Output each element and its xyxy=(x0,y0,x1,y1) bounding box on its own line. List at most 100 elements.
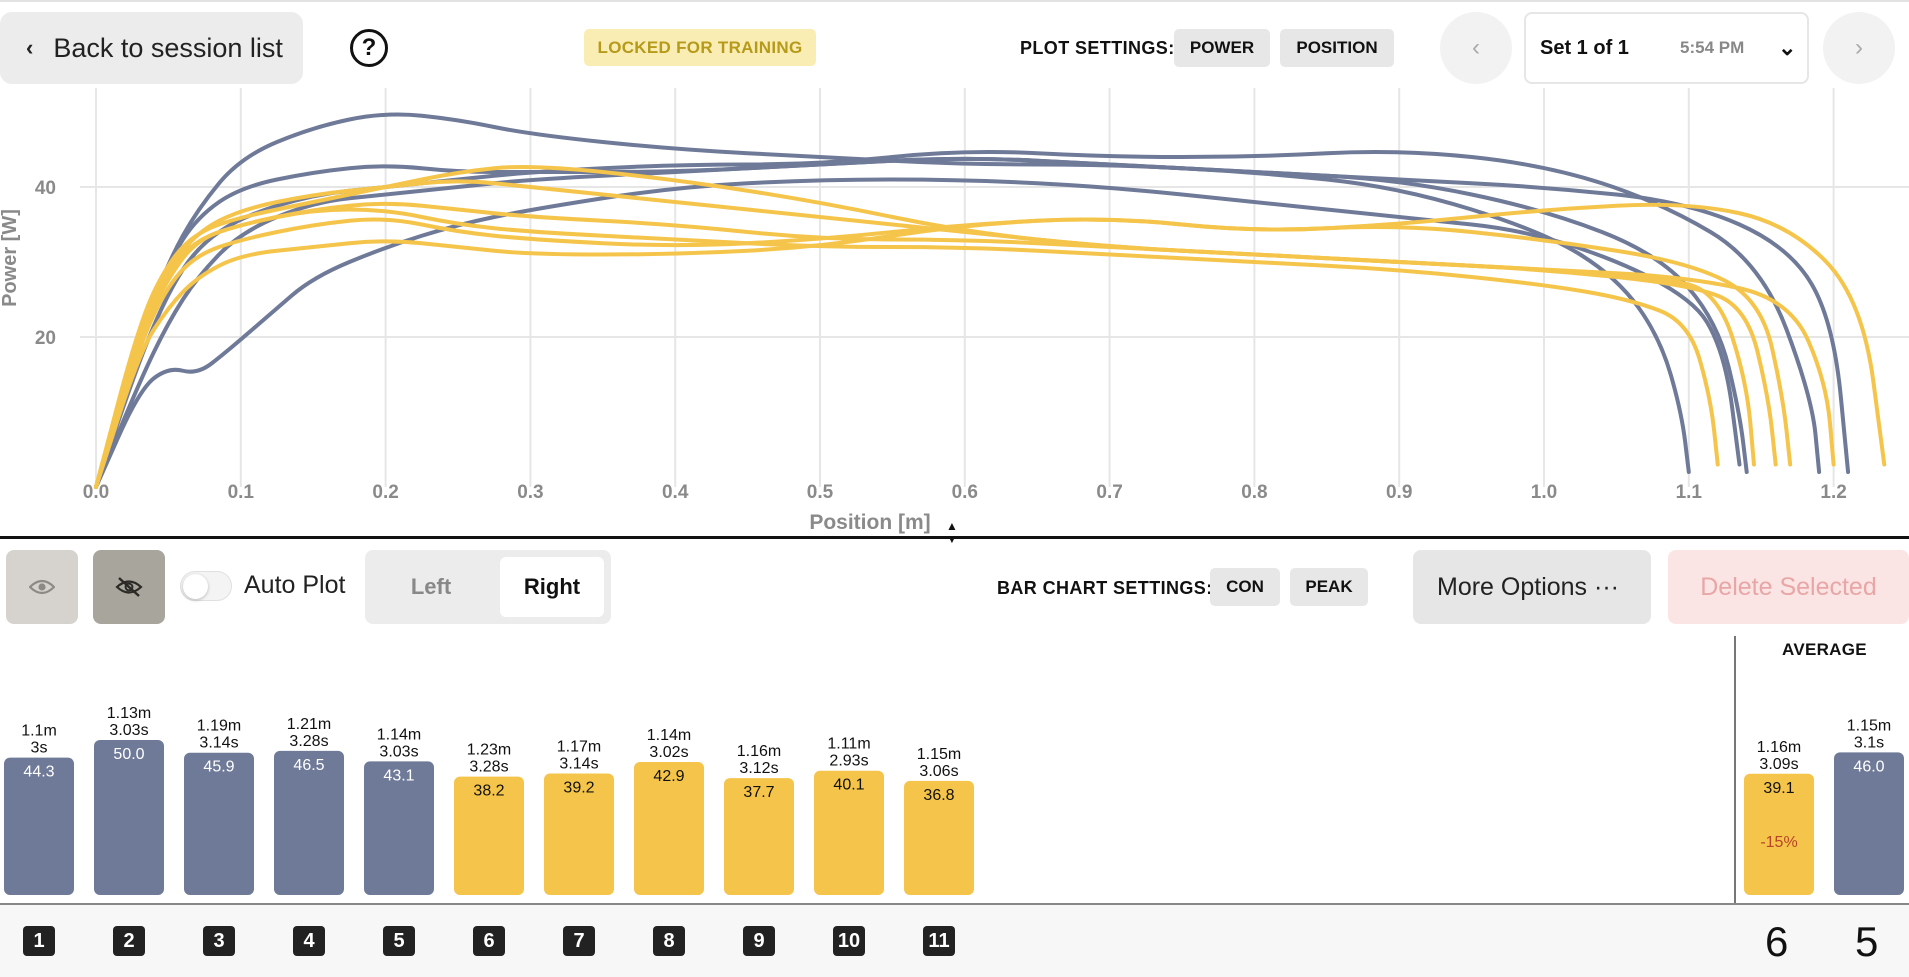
rep-1-bar[interactable] xyxy=(4,757,74,895)
rep-5-bar[interactable] xyxy=(364,761,434,895)
rep-number-badge-1[interactable]: 1 xyxy=(23,926,55,956)
rep-11-distance-label: 1.15m xyxy=(917,746,961,763)
chevron-left-icon: ‹ xyxy=(26,35,34,60)
hide-reps-button[interactable] xyxy=(93,550,165,624)
chevron-left-icon: ‹ xyxy=(1472,34,1480,61)
side-left-option[interactable]: Left xyxy=(410,574,452,599)
rep-number-badge-7[interactable]: 7 xyxy=(563,926,595,956)
average-right-count: 6 xyxy=(1765,918,1789,965)
power-series-line-8[interactable] xyxy=(94,201,1778,489)
x-tick-label: 1.1 xyxy=(1676,482,1703,503)
set-selector-dropdown[interactable]: Set 1 of 1 5:54 PM ⌄ xyxy=(1524,12,1809,84)
x-tick-label: 0.5 xyxy=(807,482,834,503)
rep-9-bar[interactable] xyxy=(724,778,794,895)
rep-2-bar[interactable] xyxy=(94,740,164,895)
bar-chart-settings-label: BAR CHART SETTINGS: xyxy=(997,578,1213,598)
rep-number-badge-6[interactable]: 6 xyxy=(473,926,505,956)
rep-8-bar[interactable] xyxy=(634,762,704,895)
power-series-line-9[interactable] xyxy=(94,217,1793,489)
x-tick-label: 0.8 xyxy=(1241,482,1267,503)
x-tick-label: 1.2 xyxy=(1820,482,1846,503)
rep-bar-chart: 1.1m3s44.31.13m3.03s50.01.19m3.14s45.91.… xyxy=(4,705,1904,895)
rep-2-time-label: 3.03s xyxy=(109,722,148,739)
show-reps-button[interactable] xyxy=(6,550,78,624)
position-plot-chip[interactable]: POSITION xyxy=(1280,29,1394,67)
rep-number-badge-11[interactable]: 11 xyxy=(923,926,955,956)
rep-number-badge-9[interactable]: 9 xyxy=(743,926,775,956)
toggle-knob xyxy=(183,574,208,599)
average-right-diff-label: -15% xyxy=(1760,834,1797,851)
next-set-button[interactable]: › xyxy=(1823,12,1895,84)
average-left-bar[interactable] xyxy=(1834,752,1904,895)
rep-3-bar[interactable] xyxy=(184,752,254,895)
set-label: Set 1 of 1 xyxy=(1540,36,1629,59)
rep-11-value-label: 36.8 xyxy=(923,787,954,804)
rep-number-badge-3[interactable]: 3 xyxy=(203,926,235,956)
power-series-line-5[interactable] xyxy=(94,177,1742,489)
power-position-line-chart[interactable]: 0.0 0.1 0.2 0.3 0.4 0.5 0.6 0.7 0.8 0.9 1.0 1.1 1.2 2… xyxy=(0,88,1909,538)
rep-2-value-label: 50.0 xyxy=(113,746,144,763)
side-segmented-control: Left Right xyxy=(365,550,611,624)
rep-1-value-label: 44.3 xyxy=(23,764,54,781)
rep-4-bar[interactable] xyxy=(274,750,344,895)
power-series-line-4[interactable] xyxy=(94,156,1851,489)
average-right-time-label: 3.09s xyxy=(1759,756,1798,773)
rep-number-badge-10[interactable]: 10 xyxy=(833,926,865,956)
rep-7-distance-label: 1.17m xyxy=(557,738,601,755)
rep-number-badge-5[interactable]: 5 xyxy=(383,926,415,956)
rep-6-bar[interactable] xyxy=(454,776,524,895)
locked-status-badge: LOCKED FOR TRAINING xyxy=(584,29,816,66)
rep-4-distance-label: 1.21m xyxy=(287,716,331,733)
rep-10-bar[interactable] xyxy=(814,770,884,895)
rep-6-time-label: 3.28s xyxy=(469,759,508,776)
average-left-distance-label: 1.15m xyxy=(1847,717,1891,734)
power-series-line-6[interactable] xyxy=(94,207,1720,489)
y-tick-label: 20 xyxy=(35,328,56,349)
rep-7-bar[interactable] xyxy=(544,773,614,895)
power-series-line-3[interactable] xyxy=(94,150,1822,489)
con-bar-chip[interactable]: CON xyxy=(1210,568,1280,606)
auto-plot-label: Auto Plot xyxy=(244,571,346,599)
power-series-line-11[interactable] xyxy=(94,179,1836,489)
rep-3-value-label: 45.9 xyxy=(203,759,234,776)
x-axis-label: Position [m] xyxy=(809,511,930,534)
power-series-line-10[interactable] xyxy=(94,202,1887,489)
average-left-time-label: 3.1s xyxy=(1854,734,1884,751)
plot-settings-label: PLOT SETTINGS: xyxy=(1020,38,1175,58)
power-plot-chip[interactable]: POWER xyxy=(1174,29,1270,67)
more-options-button[interactable]: More Options ··· xyxy=(1413,550,1651,624)
x-tick-label: 0.7 xyxy=(1096,482,1122,503)
x-tick-label: 0.9 xyxy=(1386,482,1412,503)
rep-10-value-label: 40.1 xyxy=(833,777,864,794)
rep-9-value-label: 37.7 xyxy=(743,784,774,801)
average-right-bar[interactable] xyxy=(1744,773,1814,895)
resize-handle-icon[interactable]: ▲ ▼ xyxy=(946,519,958,546)
previous-set-button[interactable]: ‹ xyxy=(1440,12,1512,84)
peak-bar-chip[interactable]: PEAK xyxy=(1290,568,1368,606)
delete-selected-button[interactable]: Delete Selected xyxy=(1668,550,1909,624)
side-right-option[interactable]: Right xyxy=(500,557,604,617)
rep-2-distance-label: 1.13m xyxy=(107,705,151,722)
eye-off-icon xyxy=(115,577,143,597)
rep-4-value-label: 46.5 xyxy=(293,757,324,774)
auto-plot-toggle[interactable] xyxy=(180,571,232,601)
power-series-line-2[interactable] xyxy=(94,112,1749,489)
x-tick-label: 1.0 xyxy=(1531,482,1557,503)
average-right-distance-label: 1.16m xyxy=(1757,739,1801,756)
rep-11-bar[interactable] xyxy=(904,780,974,895)
rep-6-value-label: 38.2 xyxy=(473,783,504,800)
rep-4-time-label: 3.28s xyxy=(289,733,328,750)
back-button-label: Back to session list xyxy=(53,32,283,63)
rep-1-time-label: 3s xyxy=(31,740,48,757)
help-icon[interactable]: ? xyxy=(350,29,388,67)
y-axis-label: Power [W] xyxy=(0,209,21,307)
rep-10-time-label: 2.93s xyxy=(829,753,868,770)
rep-number-badge-8[interactable]: 8 xyxy=(653,926,685,956)
back-to-session-list-button[interactable]: ‹ Back to session list xyxy=(0,12,303,84)
x-tick-label: 0.2 xyxy=(372,482,398,503)
rep-8-distance-label: 1.14m xyxy=(647,727,691,744)
rep-number-badge-2[interactable]: 2 xyxy=(113,926,145,956)
rep-8-time-label: 3.02s xyxy=(649,744,688,761)
set-time: 5:54 PM xyxy=(1680,38,1745,57)
rep-number-badge-4[interactable]: 4 xyxy=(293,926,325,956)
